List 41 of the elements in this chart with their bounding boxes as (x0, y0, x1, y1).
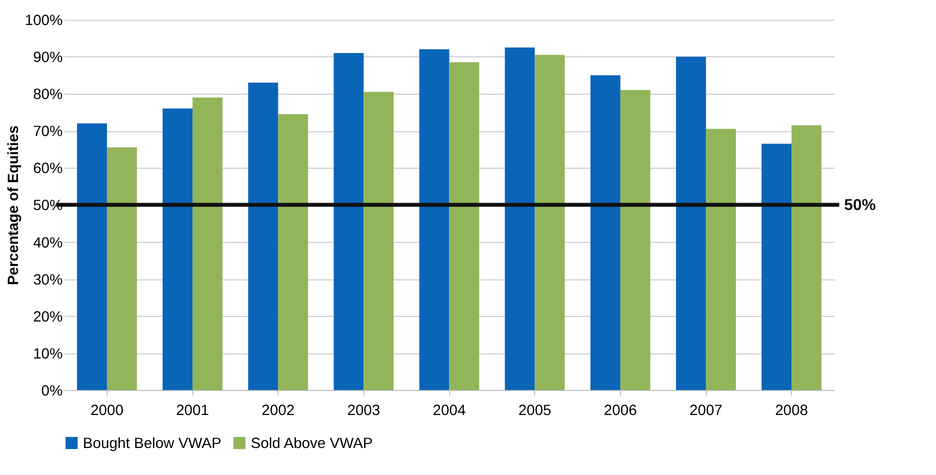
bar (534, 54, 565, 390)
bar (706, 128, 736, 390)
bar (762, 144, 792, 390)
bar (792, 125, 822, 390)
bar (449, 62, 480, 390)
bar (162, 108, 193, 390)
x-tick-label: 2008 (775, 403, 808, 420)
bar (106, 147, 137, 390)
x-tick-label: 2002 (262, 403, 295, 420)
y-tick-label: 80% (33, 87, 63, 104)
y-tick-label: 30% (33, 272, 63, 288)
y-tick-label: 0% (41, 383, 63, 400)
bar (278, 114, 308, 390)
x-tick-label: 2007 (689, 403, 722, 420)
legend-label: Bought Below VWAP (82, 436, 222, 452)
ref-line-label: 50% (844, 196, 876, 214)
y-tick-label: 60% (33, 161, 63, 178)
bar (620, 90, 650, 390)
bar (192, 97, 222, 390)
y-tick-label: 100% (24, 13, 63, 30)
x-tick-label: 2005 (518, 403, 552, 420)
bar (590, 75, 620, 390)
x-tick-label: 2001 (176, 403, 209, 420)
y-axis-title: Percentage of Equities (6, 126, 22, 286)
x-tick-label: 2000 (90, 403, 124, 420)
bar (334, 53, 364, 390)
legend-label: Sold Above VWAP (250, 436, 373, 452)
y-tick-label: 40% (33, 235, 63, 252)
bar (676, 56, 706, 390)
y-tick-label: 70% (33, 124, 63, 140)
bar (504, 47, 535, 390)
bar (364, 92, 394, 390)
x-tick-label: 2004 (432, 403, 466, 420)
bar (77, 123, 107, 390)
bar (419, 49, 450, 390)
y-tick-label: 10% (33, 346, 63, 362)
y-tick-label: 20% (33, 309, 63, 326)
x-tick-label: 2003 (347, 403, 380, 420)
y-tick-label: 90% (33, 50, 63, 66)
x-tick-label: 2006 (604, 403, 637, 420)
bar (248, 82, 278, 390)
